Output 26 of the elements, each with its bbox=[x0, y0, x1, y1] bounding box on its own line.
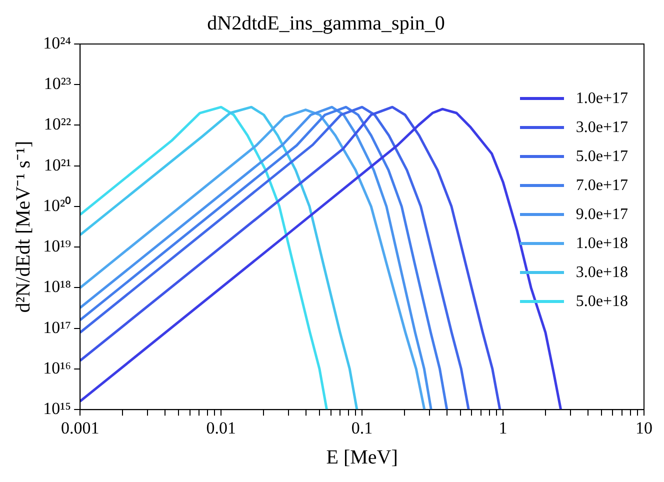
chart-title: dN2dtdE_ins_gamma_spin_0 bbox=[207, 12, 445, 34]
y-tick-label: 10²³ bbox=[44, 74, 72, 94]
legend-label: 9.0e+17 bbox=[576, 206, 628, 224]
legend-label: 1.0e+18 bbox=[576, 234, 628, 252]
legend-label: 7.0e+17 bbox=[576, 176, 628, 194]
x-axis-title: E [MeV] bbox=[326, 446, 398, 468]
legend-label: 5.0e+18 bbox=[576, 292, 628, 310]
legend-label: 5.0e+17 bbox=[576, 148, 628, 166]
y-tick-label: 10²⁴ bbox=[43, 33, 72, 52]
y-tick-label: 10¹⁵ bbox=[43, 399, 72, 418]
y-tick-label: 10²¹ bbox=[44, 155, 72, 174]
legend-label: 1.0e+17 bbox=[576, 90, 628, 108]
x-tick-label: 0.01 bbox=[206, 418, 236, 438]
x-tick-label: 1 bbox=[498, 418, 508, 438]
x-tick-label: 10 bbox=[636, 418, 652, 438]
legend-label: 3.0e+17 bbox=[576, 118, 628, 136]
y-axis-title: d²N/dEdt [MeV⁻¹ s⁻¹] bbox=[12, 140, 34, 313]
y-tick-label: 10¹⁸ bbox=[43, 277, 72, 296]
y-tick-label: 10¹⁶ bbox=[43, 358, 72, 378]
x-tick-label: 0.001 bbox=[60, 418, 100, 438]
y-tick-label: 10¹⁷ bbox=[43, 318, 72, 337]
x-tick-label: 0.1 bbox=[351, 418, 373, 438]
y-tick-label: 10¹⁹ bbox=[43, 236, 72, 256]
y-tick-label: 10²⁰ bbox=[42, 196, 72, 215]
y-tick-label: 10²² bbox=[44, 114, 72, 134]
legend-label: 3.0e+18 bbox=[576, 264, 628, 282]
